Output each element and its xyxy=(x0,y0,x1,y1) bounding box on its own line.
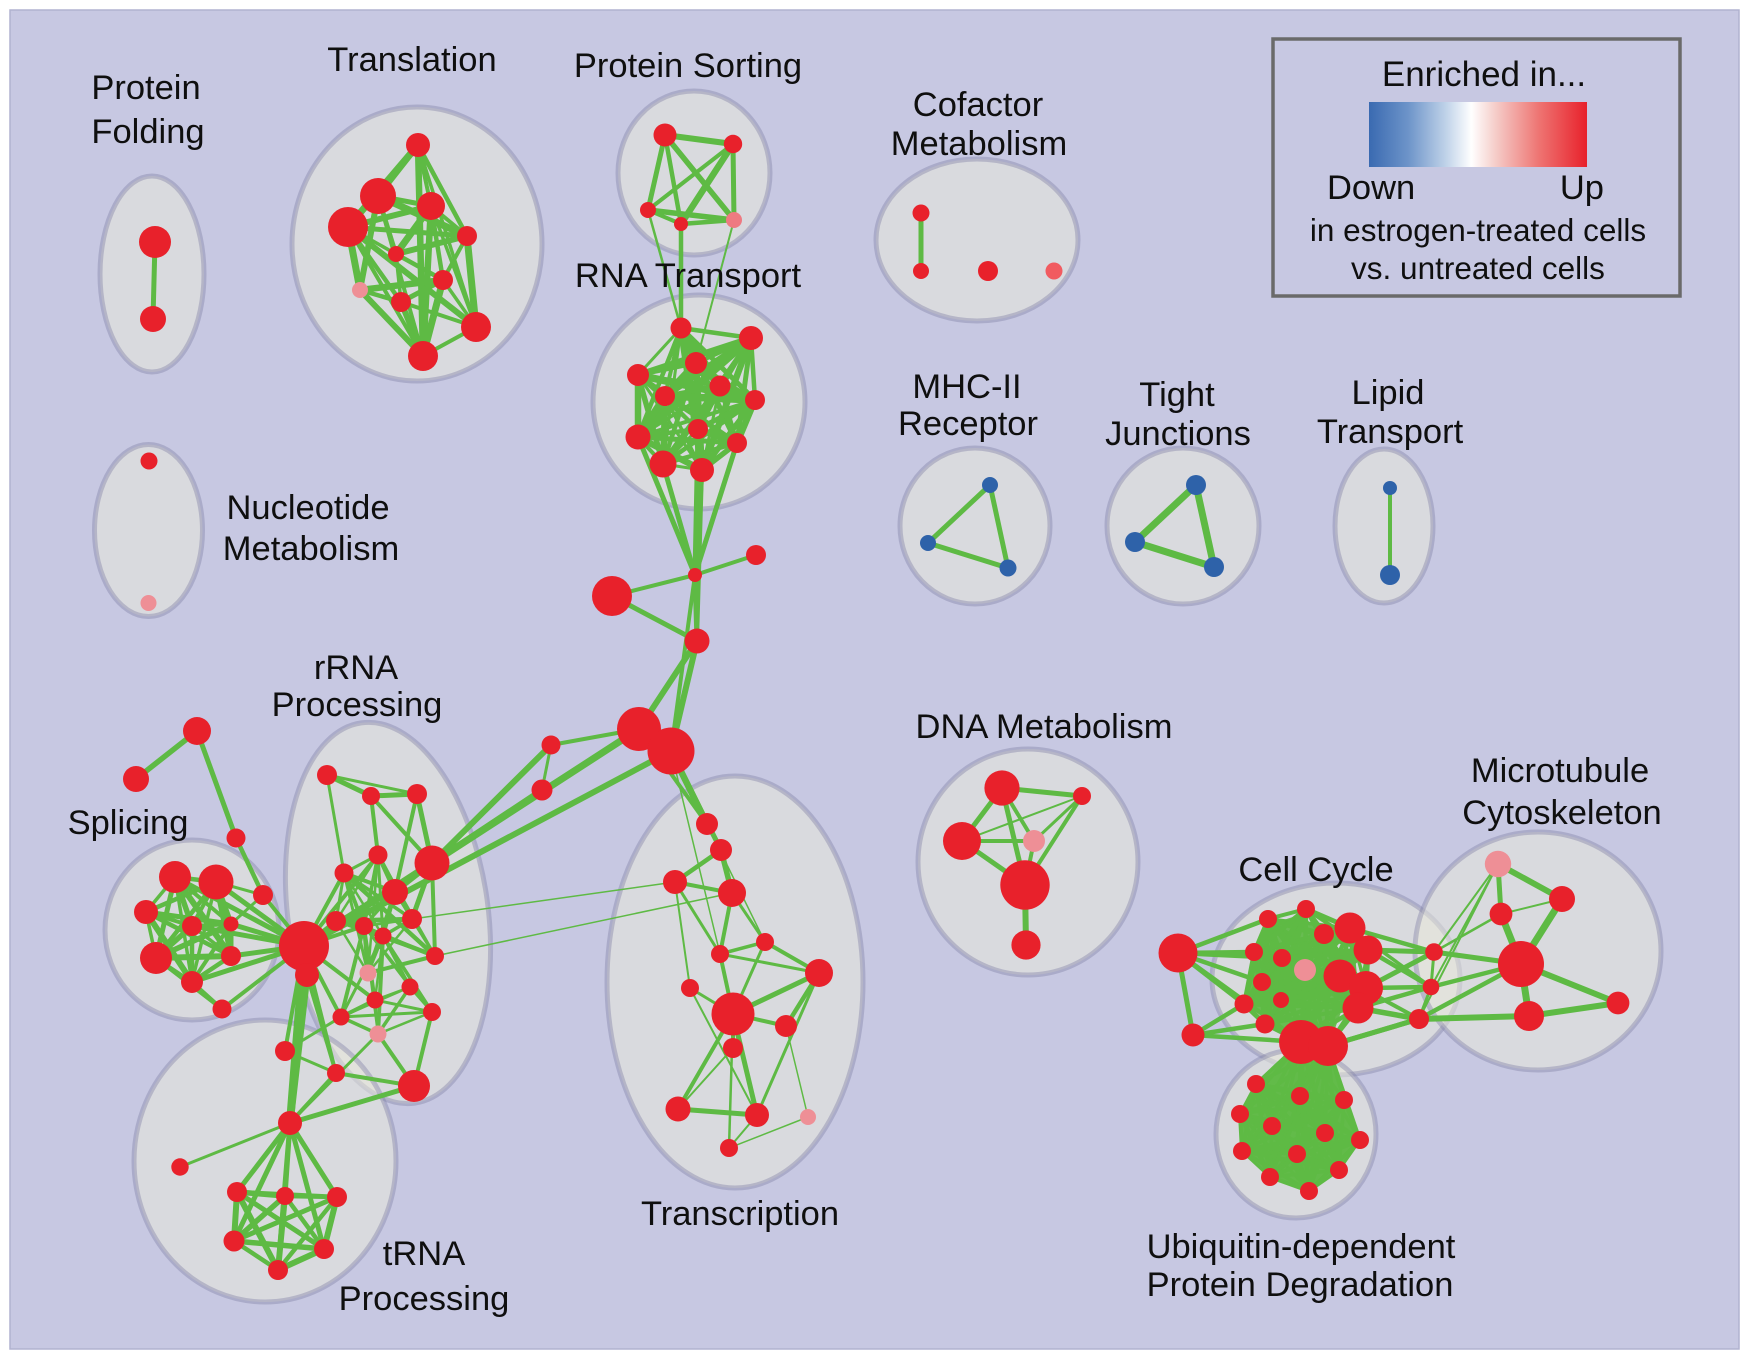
svg-text:Splicing: Splicing xyxy=(68,804,189,842)
svg-text:Up: Up xyxy=(1560,169,1604,207)
svg-text:MHC-II: MHC-II xyxy=(912,368,1021,406)
svg-text:in estrogen-treated cells: in estrogen-treated cells xyxy=(1310,212,1646,248)
svg-text:Transcription: Transcription xyxy=(641,1195,839,1233)
svg-text:Transport: Transport xyxy=(1317,413,1464,451)
svg-text:rRNA: rRNA xyxy=(314,649,398,687)
svg-text:DNA Metabolism: DNA Metabolism xyxy=(916,708,1173,746)
svg-text:vs. untreated cells: vs. untreated cells xyxy=(1351,250,1605,286)
svg-text:Cytoskeleton: Cytoskeleton xyxy=(1462,794,1661,832)
svg-text:Microtubule: Microtubule xyxy=(1471,752,1649,790)
svg-text:Enriched in...: Enriched in... xyxy=(1382,55,1586,94)
svg-text:Translation: Translation xyxy=(327,41,496,79)
svg-text:Cofactor: Cofactor xyxy=(913,86,1043,124)
svg-text:Tight: Tight xyxy=(1139,376,1215,414)
svg-text:Metabolism: Metabolism xyxy=(223,530,399,568)
svg-text:Ubiquitin-dependent: Ubiquitin-dependent xyxy=(1147,1228,1456,1266)
svg-text:Down: Down xyxy=(1327,169,1415,207)
svg-text:Junctions: Junctions xyxy=(1105,415,1251,453)
svg-text:Lipid: Lipid xyxy=(1352,374,1425,412)
svg-text:Protein Degradation: Protein Degradation xyxy=(1147,1266,1454,1304)
svg-text:Processing: Processing xyxy=(339,1280,510,1318)
svg-text:tRNA: tRNA xyxy=(383,1235,465,1273)
svg-text:Metabolism: Metabolism xyxy=(891,125,1067,163)
svg-text:RNA Transport: RNA Transport xyxy=(575,257,802,295)
svg-text:Processing: Processing xyxy=(272,686,443,724)
svg-text:Protein Sorting: Protein Sorting xyxy=(574,47,802,85)
svg-text:Nucleotide: Nucleotide xyxy=(226,489,389,527)
svg-text:Protein: Protein xyxy=(91,69,200,107)
svg-text:Receptor: Receptor xyxy=(898,405,1038,443)
svg-text:Folding: Folding xyxy=(91,113,204,151)
svg-text:Cell Cycle: Cell Cycle xyxy=(1238,851,1393,889)
